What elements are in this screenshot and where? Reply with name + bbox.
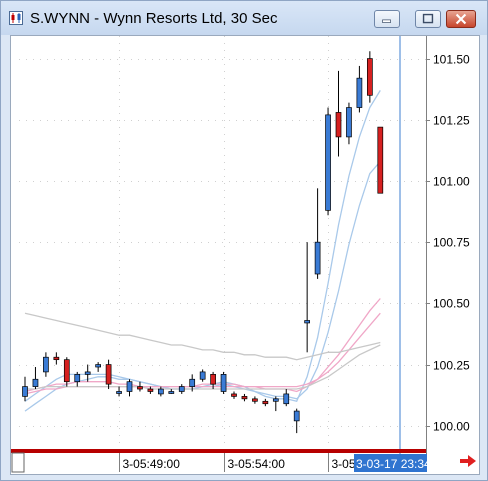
candle-body[interactable] (178, 386, 185, 392)
candle-body[interactable] (210, 374, 216, 385)
maximize-button[interactable] (415, 10, 441, 28)
moving-average-line (24, 298, 381, 393)
price-tick-label: 101.00 (433, 175, 470, 189)
candle-body[interactable] (314, 241, 321, 275)
candle-body[interactable] (231, 393, 237, 397)
candle-body[interactable] (84, 371, 91, 375)
candles (22, 51, 384, 434)
window-title: S.WYNN - Wynn Resorts Ltd, 30 Sec (30, 10, 278, 27)
candle-body[interactable] (252, 398, 258, 402)
candle-body[interactable] (116, 391, 122, 394)
candle-body[interactable] (293, 410, 300, 422)
candle-body[interactable] (168, 391, 175, 394)
time-tick-label: 3-05:49:00 (123, 457, 181, 471)
moving-average-line (25, 344, 381, 390)
chart-area[interactable]: 100.00 100.25 100.50 100.75 101.00 101.25 101.… (10, 35, 480, 475)
close-button[interactable] (446, 10, 476, 28)
moving-averages (24, 90, 381, 412)
price-tick-label: 101.25 (433, 114, 470, 128)
title-bar[interactable]: S.WYNN - Wynn Resorts Ltd, 30 Sec (1, 1, 487, 35)
plot-background (11, 36, 426, 454)
chart-app-icon (9, 11, 23, 25)
moving-average-line (24, 312, 381, 361)
candle-body[interactable] (356, 77, 363, 108)
candle-body[interactable] (95, 364, 102, 368)
candle-body[interactable] (199, 371, 206, 380)
time-tick-label: 3-05:54:00 (228, 457, 286, 471)
candle-body[interactable] (63, 359, 70, 383)
candle-body[interactable] (304, 320, 310, 324)
price-tick-label: 100.50 (433, 297, 470, 311)
candle-body[interactable] (105, 364, 112, 385)
candle-body[interactable] (325, 114, 331, 211)
candle-body[interactable] (147, 388, 154, 392)
price-tick-label: 100.00 (433, 420, 470, 434)
cursor-time-label-bg (354, 454, 427, 472)
maximize-icon (422, 13, 434, 24)
candle-body[interactable] (283, 393, 290, 405)
candle-body[interactable] (53, 356, 60, 361)
time-axis: 3-05:49:003-05:54:003-05:59:00 3-03-17 2… (11, 449, 476, 473)
candle-body[interactable] (367, 58, 373, 96)
candle-body[interactable] (220, 374, 227, 392)
minimize-button[interactable] (374, 10, 400, 28)
candle-body[interactable] (126, 381, 133, 392)
price-tick-label: 100.75 (433, 236, 470, 250)
candle-body[interactable] (22, 386, 28, 397)
candle-body[interactable] (32, 378, 39, 387)
candle-body[interactable] (272, 398, 279, 402)
price-axis: 100.00 100.25 100.50 100.75 101.00 101.25 101.… (426, 53, 470, 434)
price-tick-label: 101.50 (433, 53, 470, 67)
candle-body[interactable] (137, 386, 143, 390)
candle-body[interactable] (43, 356, 49, 373)
cursor-time-label: 3-03-17 23:34:00 (356, 457, 448, 471)
candle-body[interactable] (346, 107, 352, 138)
candle-body[interactable] (241, 396, 248, 400)
candle-body[interactable] (262, 400, 269, 405)
candle-body[interactable] (74, 374, 81, 383)
close-icon (455, 13, 467, 25)
candle-body[interactable] (189, 378, 196, 387)
red-right-arrow-icon[interactable] (460, 455, 476, 467)
price-tick-label: 100.25 (433, 359, 470, 373)
candle-body[interactable] (335, 112, 342, 138)
candlestick-chart[interactable]: 100.00 100.25 100.50 100.75 101.00 101.25 101.… (11, 36, 479, 474)
minimize-icon (382, 19, 391, 23)
navigator-handle[interactable] (11, 452, 25, 473)
grid (19, 36, 426, 449)
candle-body[interactable] (158, 388, 164, 395)
candle-body[interactable] (377, 126, 384, 194)
navigator-bar[interactable] (11, 449, 426, 453)
